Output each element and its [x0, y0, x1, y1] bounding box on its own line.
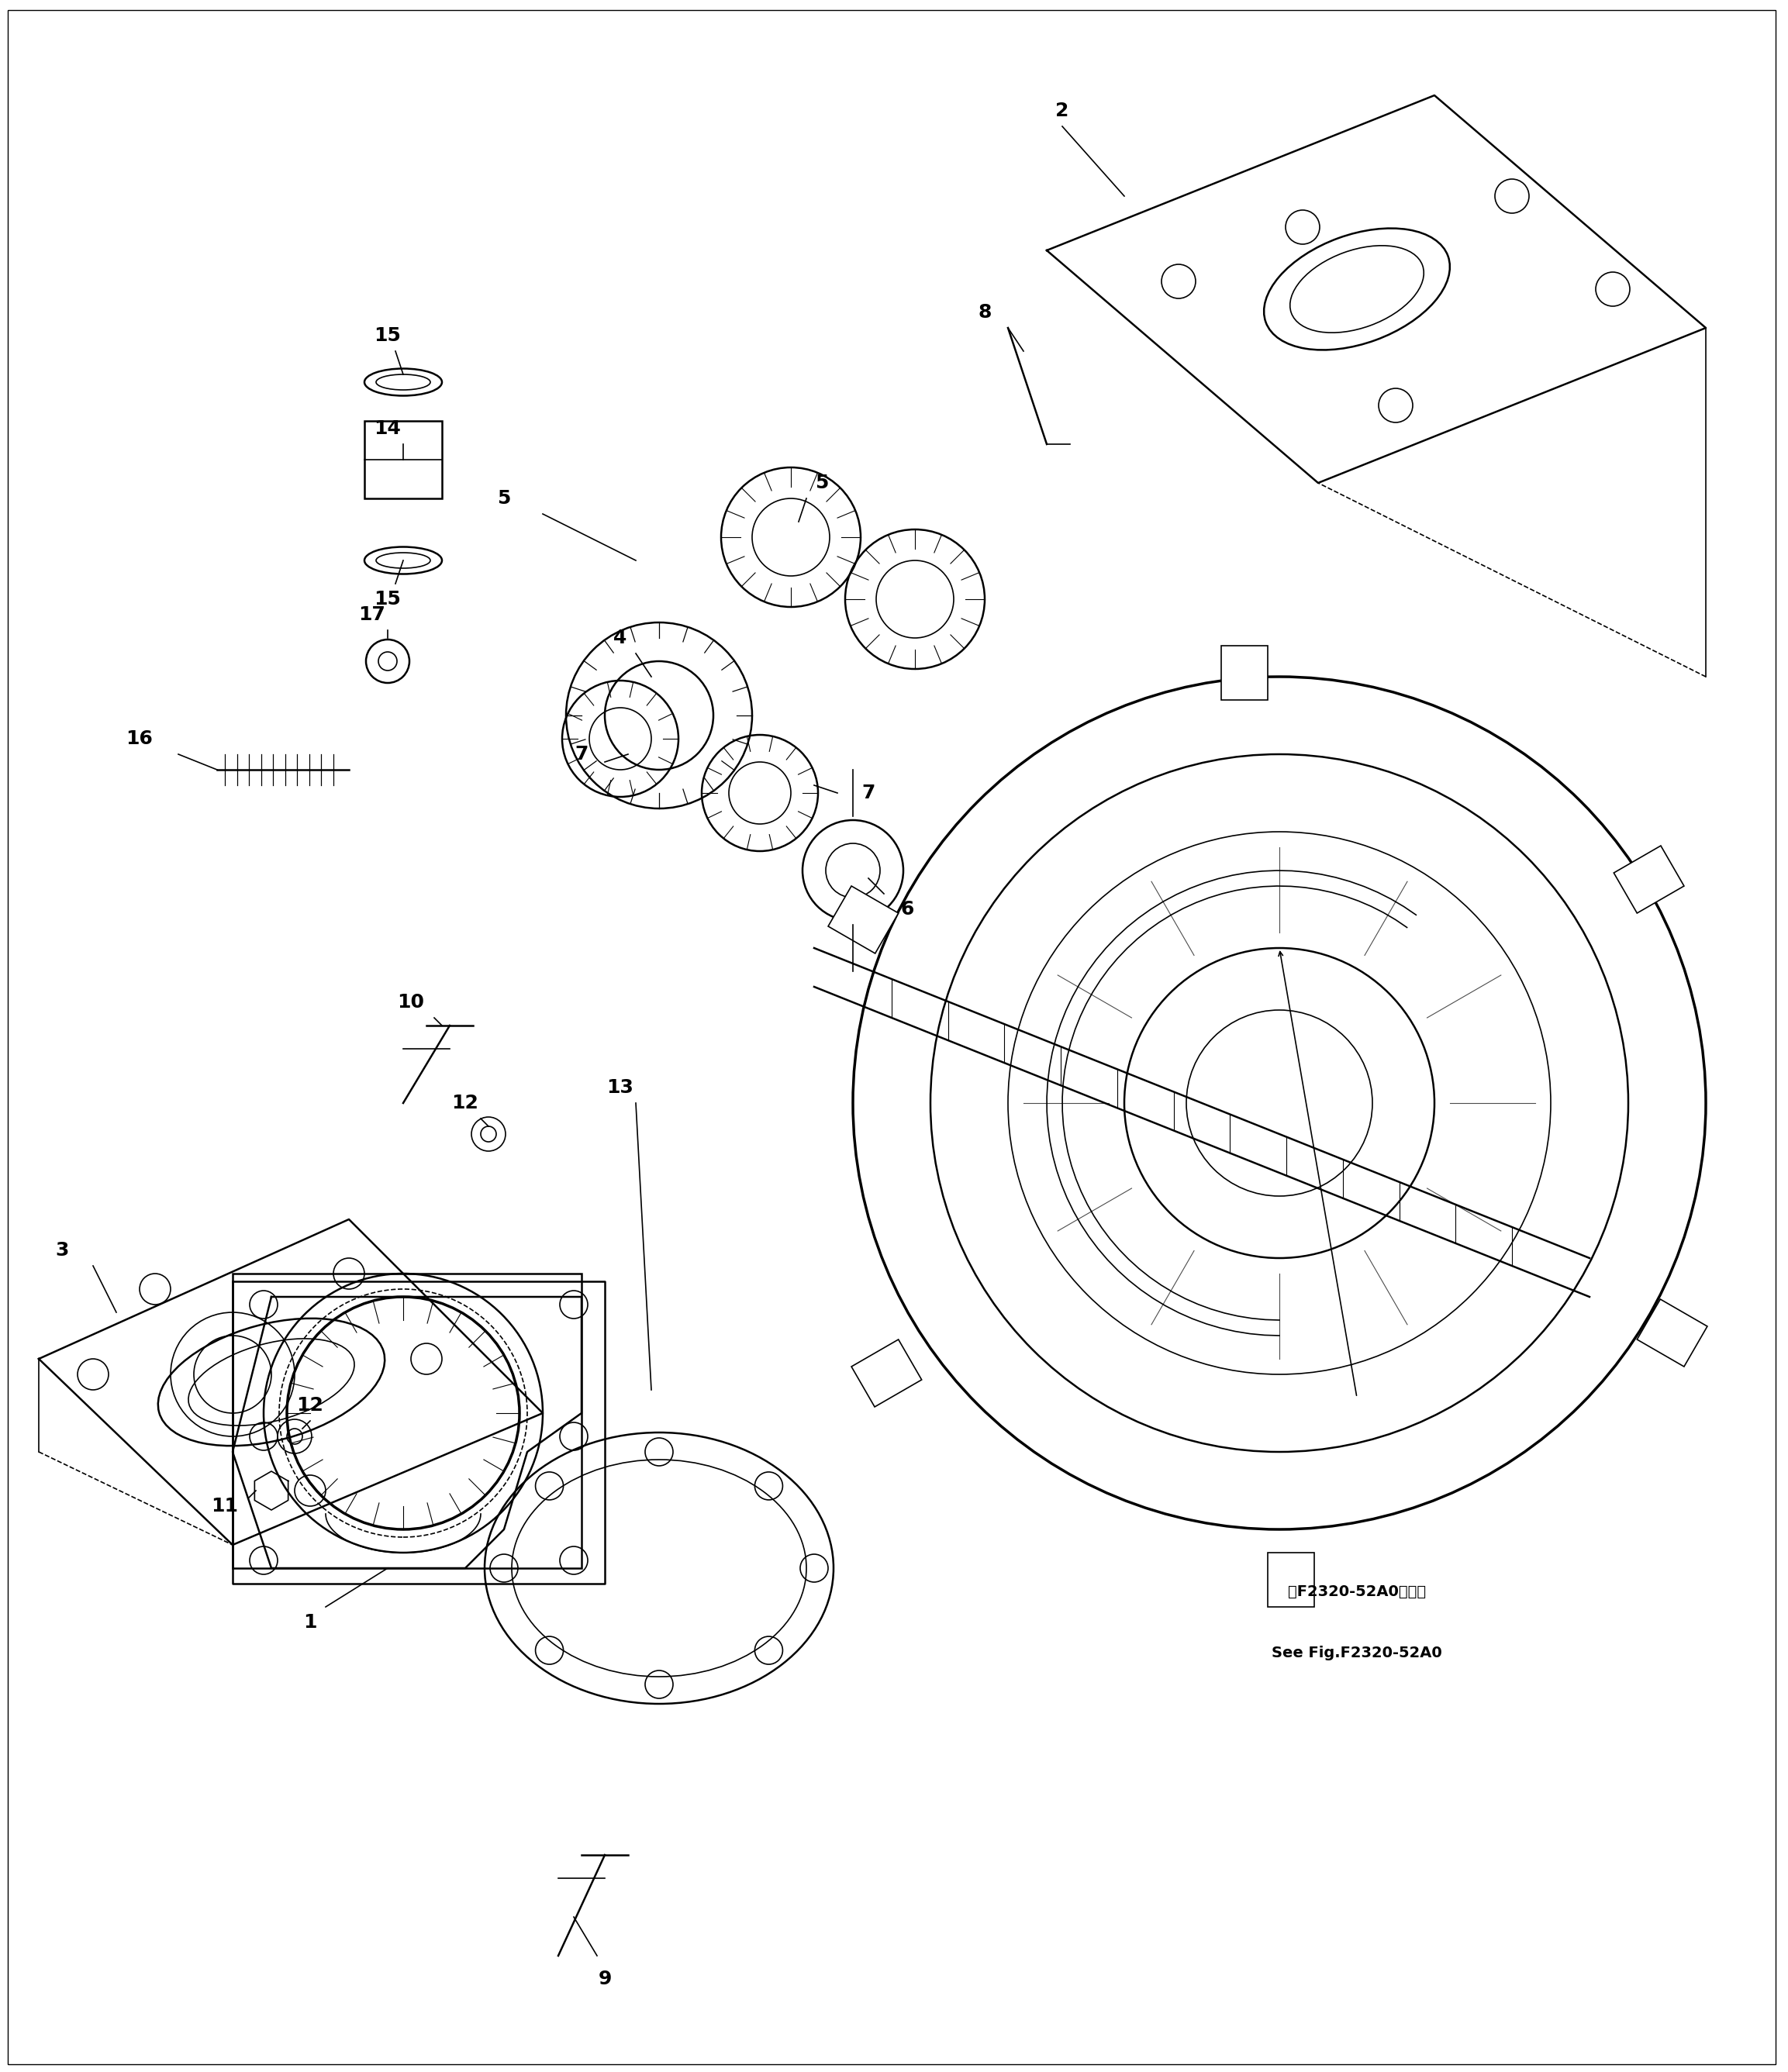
Text: 5: 5: [815, 474, 828, 493]
Text: 15: 15: [374, 591, 401, 609]
Bar: [851, 1339, 921, 1407]
Text: 12: 12: [297, 1397, 324, 1415]
Text: 3: 3: [55, 1241, 68, 1260]
Text: 14: 14: [374, 419, 401, 437]
Bar: [365, 421, 442, 499]
Text: 16: 16: [125, 729, 154, 748]
Text: 15: 15: [374, 327, 401, 344]
Text: 8: 8: [978, 303, 992, 321]
Text: 5: 5: [497, 489, 511, 508]
Bar: [1638, 1299, 1708, 1368]
Text: 13: 13: [606, 1077, 633, 1096]
Text: See Fig.F2320-52A0: See Fig.F2320-52A0: [1271, 1645, 1443, 1662]
Text: 6: 6: [901, 899, 914, 918]
Text: 7: 7: [862, 783, 874, 802]
Text: 4: 4: [613, 628, 628, 646]
Text: 9: 9: [597, 1970, 611, 1989]
Bar: [1221, 646, 1268, 700]
Text: 2: 2: [1055, 102, 1069, 120]
Bar: [828, 887, 898, 953]
Text: 10: 10: [397, 992, 424, 1011]
Bar: [1615, 845, 1684, 914]
Text: 11: 11: [211, 1496, 238, 1515]
Text: 12: 12: [452, 1094, 479, 1113]
Text: 7: 7: [574, 746, 588, 762]
Bar: [1268, 1552, 1314, 1608]
Text: 第F2320-52A0図参照: 第F2320-52A0図参照: [1287, 1583, 1427, 1600]
Text: 1: 1: [304, 1614, 316, 1633]
Text: 17: 17: [359, 605, 386, 624]
